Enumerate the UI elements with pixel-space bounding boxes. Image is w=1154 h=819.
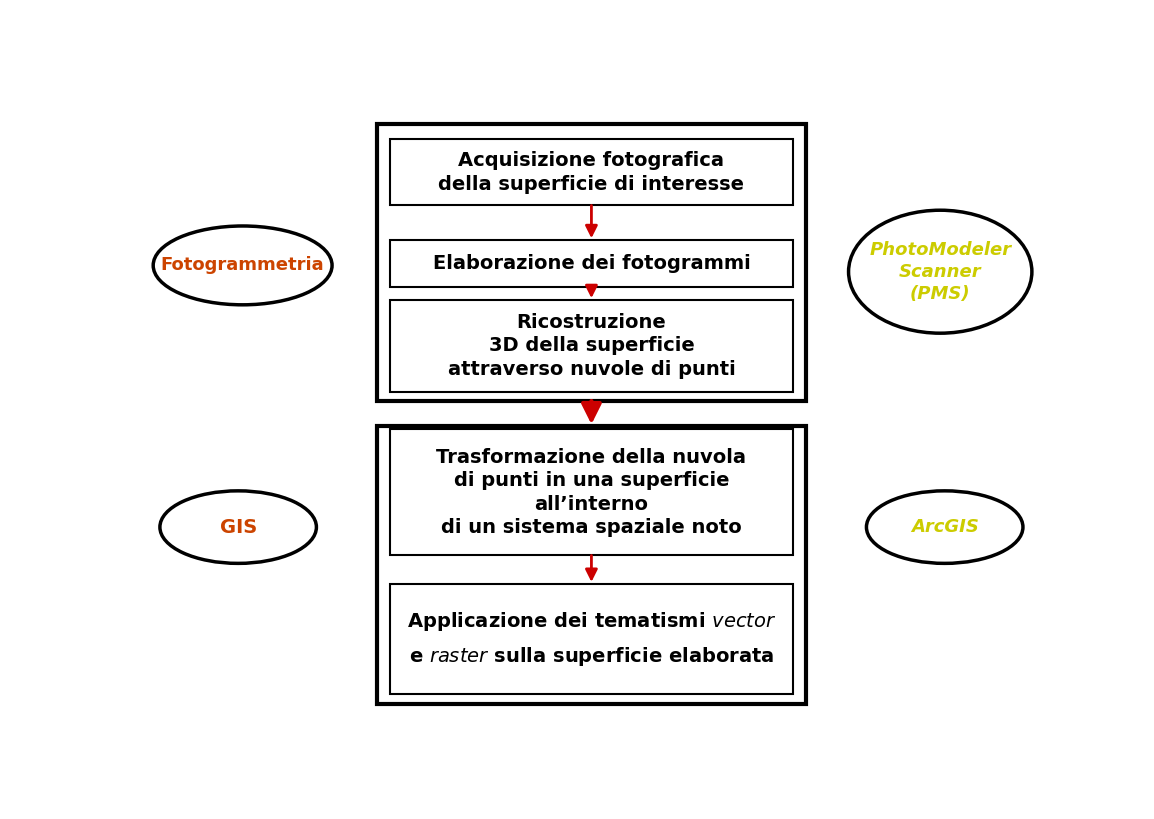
Bar <box>390 300 793 391</box>
Ellipse shape <box>867 491 1022 563</box>
Bar <box>390 240 793 287</box>
Bar <box>390 429 793 555</box>
Bar <box>376 426 807 704</box>
Text: PhotoModeler
Scanner
(PMS): PhotoModeler Scanner (PMS) <box>869 241 1011 303</box>
Ellipse shape <box>153 226 332 305</box>
Ellipse shape <box>848 210 1032 333</box>
Text: Applicazione dei tematismi $\mathbf{\mathit{vector}}$: Applicazione dei tematismi $\mathbf{\mat… <box>406 610 777 633</box>
Text: Ricostruzione
3D della superficie
attraverso nuvole di punti: Ricostruzione 3D della superficie attrav… <box>448 313 735 379</box>
Text: GIS: GIS <box>219 518 257 536</box>
Text: Elaborazione dei fotogrammi: Elaborazione dei fotogrammi <box>433 255 750 274</box>
Bar <box>376 124 807 401</box>
Bar <box>390 139 793 206</box>
Text: Trasformazione della nuvola
di punti in una superficie
all’interno
di un sistema: Trasformazione della nuvola di punti in … <box>436 448 747 537</box>
Text: e $\mathbf{\mathit{raster}}$ sulla superficie elaborata: e $\mathbf{\mathit{raster}}$ sulla super… <box>409 645 774 668</box>
Ellipse shape <box>160 491 316 563</box>
Bar <box>390 584 793 695</box>
Text: ArcGIS: ArcGIS <box>911 518 979 536</box>
Text: Fotogrammetria: Fotogrammetria <box>160 256 324 274</box>
Text: Acquisizione fotografica
della superficie di interesse: Acquisizione fotografica della superfici… <box>439 152 744 193</box>
